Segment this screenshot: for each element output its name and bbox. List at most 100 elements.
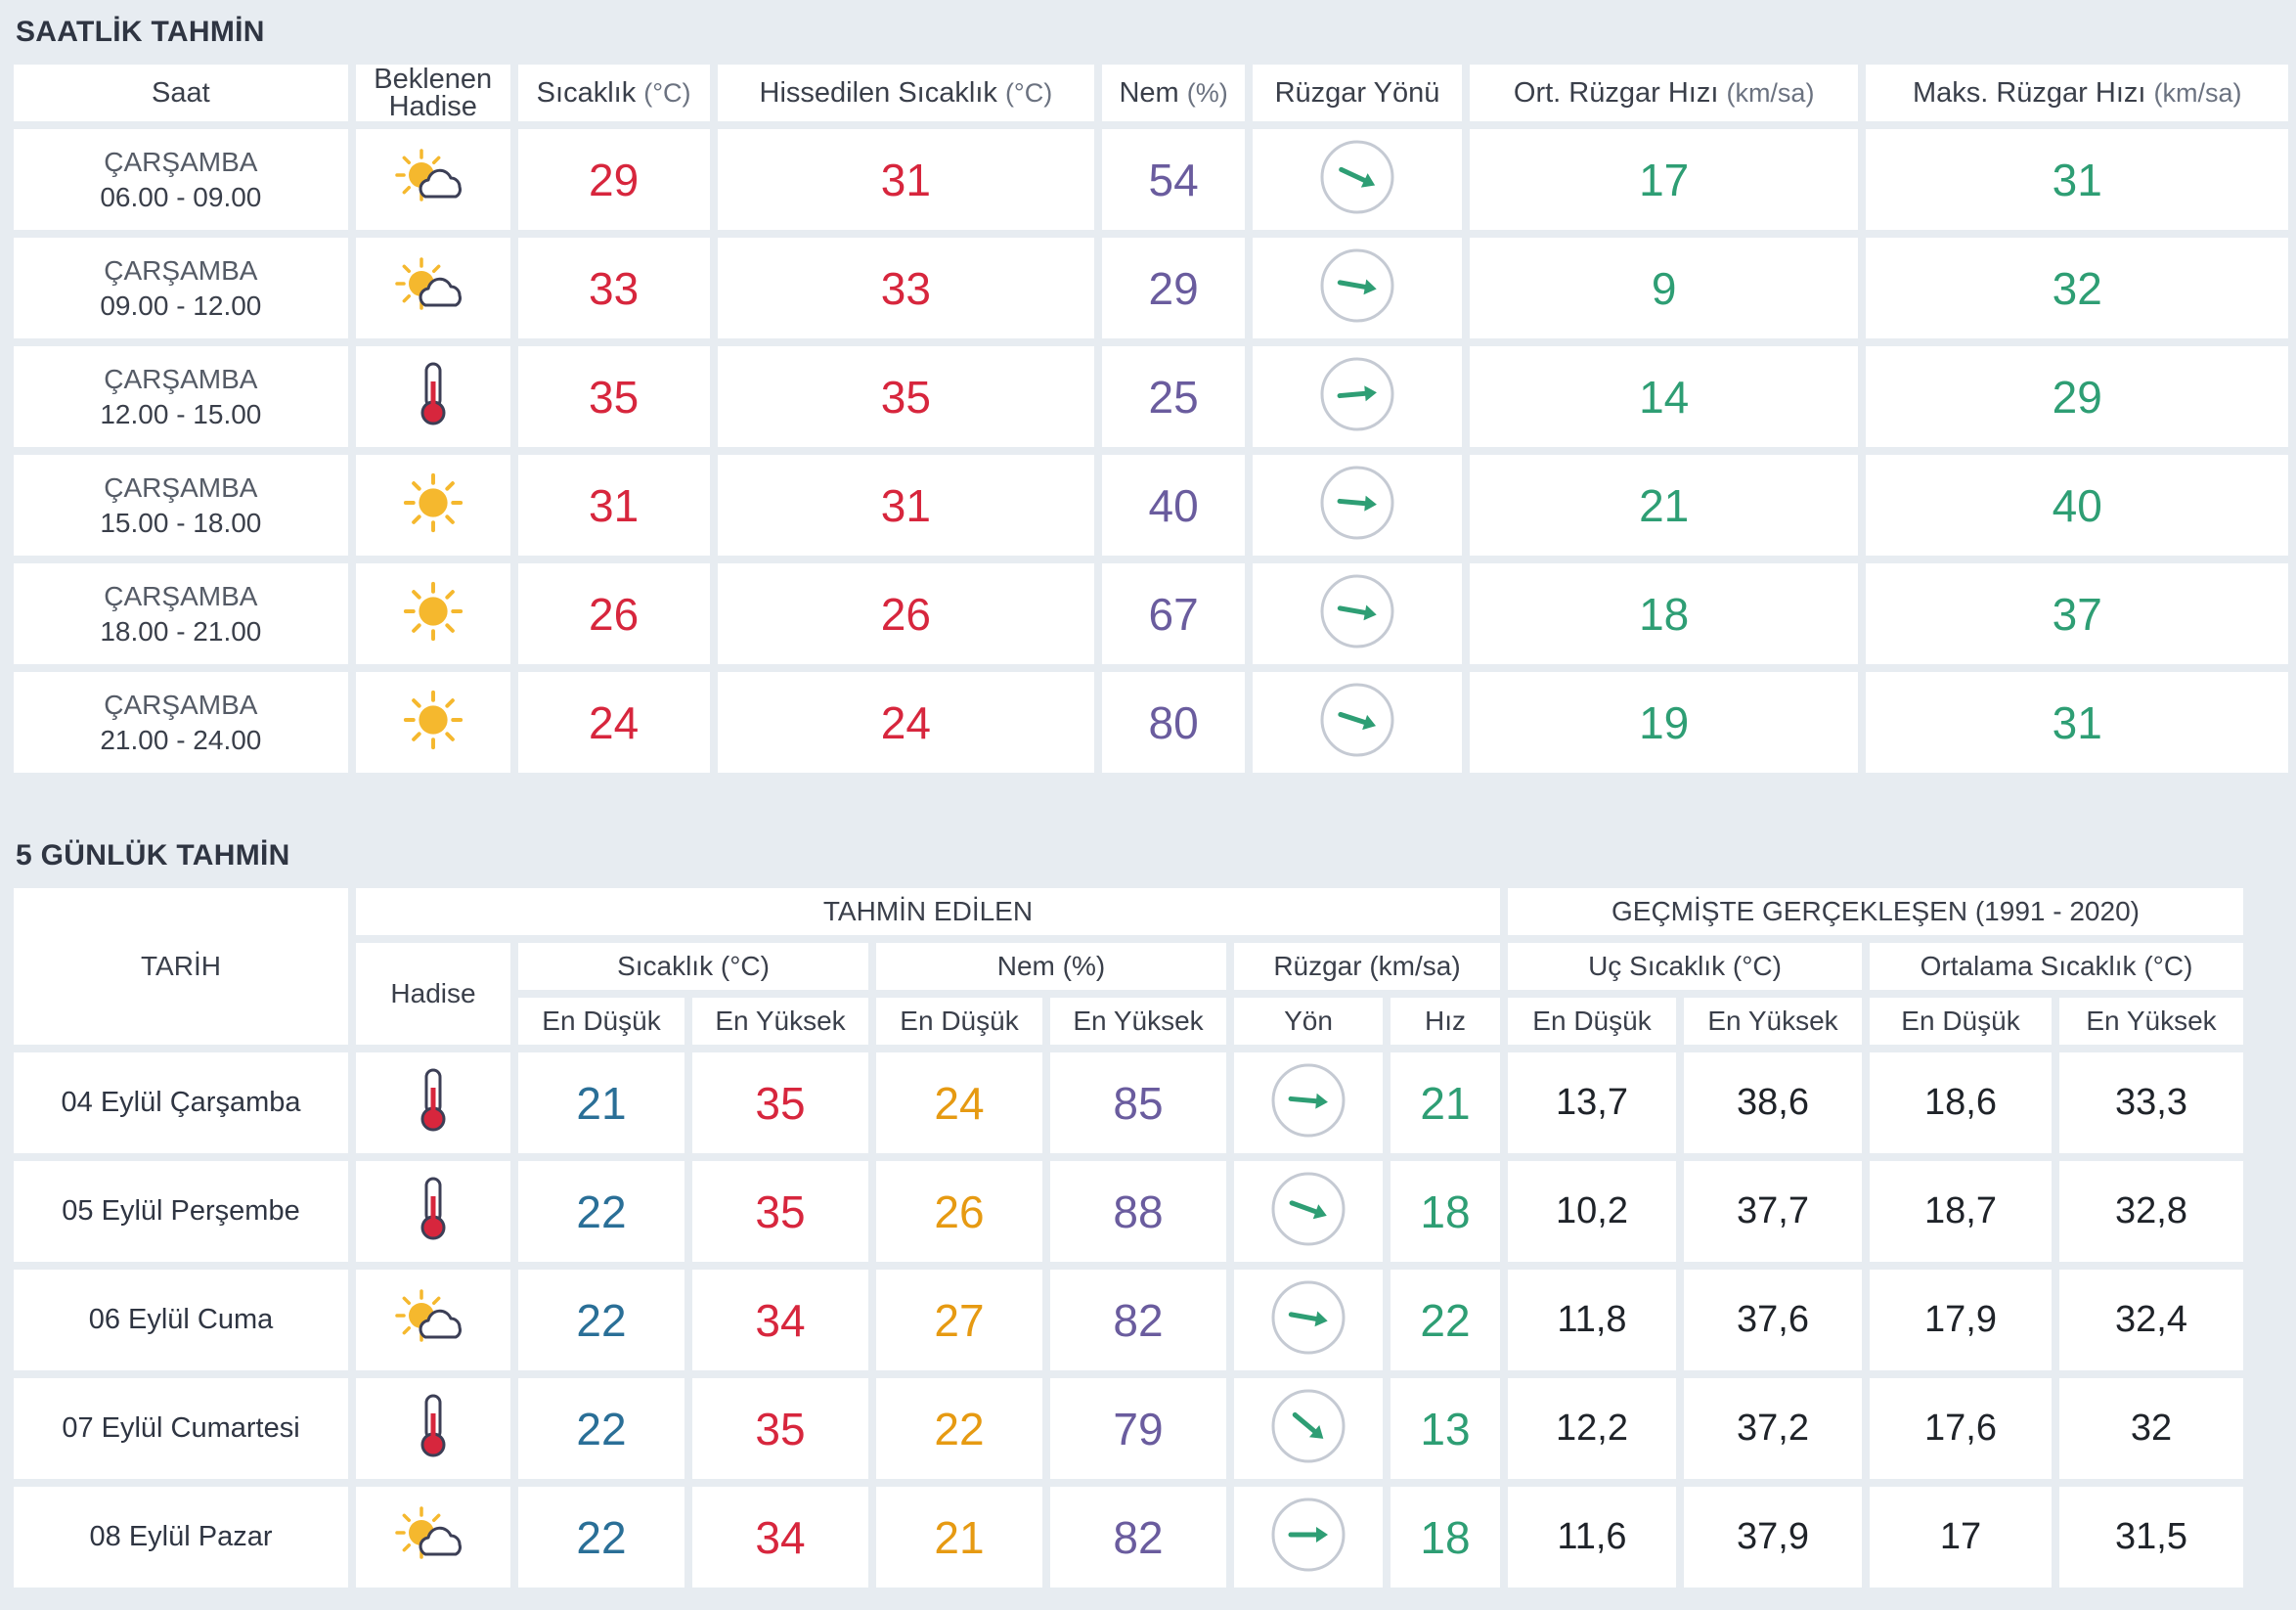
header-avg-wind-label: Ort. Rüzgar Hızı bbox=[1513, 77, 1719, 109]
wind-direction-icon bbox=[1269, 1172, 1347, 1252]
header-humidity-unit: (%) bbox=[1186, 78, 1228, 108]
extreme-max-value: 38,6 bbox=[1684, 1052, 1862, 1153]
partly-cloudy-icon bbox=[394, 149, 472, 212]
daily-row: 07 Eylül Cumartesi 22 35 22 79 13 12,2 37,2 17,6… bbox=[14, 1378, 2243, 1479]
wind-speed-value: 22 bbox=[1391, 1270, 1500, 1370]
humidity-value: 40 bbox=[1102, 455, 1246, 556]
period-range: 21.00 - 24.00 bbox=[100, 724, 262, 755]
feels-value: 31 bbox=[717, 129, 1095, 230]
wind-dir-cell bbox=[1234, 1052, 1383, 1153]
temp-value: 26 bbox=[517, 563, 710, 664]
header-event: Hadise bbox=[356, 943, 510, 1045]
avg-wind-value: 19 bbox=[1469, 672, 1859, 773]
period-cell: ÇARŞAMBA 18.00 - 21.00 bbox=[14, 563, 348, 664]
feels-value: 26 bbox=[717, 563, 1095, 664]
header-average: Ortalama Sıcaklık (°C) bbox=[1870, 943, 2243, 990]
average-min-value: 18,7 bbox=[1870, 1161, 2052, 1262]
temp-min-value: 22 bbox=[518, 1487, 684, 1588]
temp-max-value: 34 bbox=[692, 1487, 868, 1588]
header-feels: Hissedilen Sıcaklık (°C) bbox=[717, 65, 1095, 121]
header-humidity-label: Nem bbox=[1119, 77, 1179, 109]
feels-value: 35 bbox=[717, 346, 1095, 447]
avg-wind-value: 14 bbox=[1469, 346, 1859, 447]
hourly-row: ÇARŞAMBA 06.00 - 09.00 29 31 54 17 31 bbox=[14, 129, 2288, 230]
feels-value: 31 bbox=[717, 455, 1095, 556]
average-min-value: 17,6 bbox=[1870, 1378, 2052, 1479]
header-average-max: En Yüksek bbox=[2059, 998, 2243, 1045]
humidity-max-value: 82 bbox=[1050, 1270, 1226, 1370]
thermometer-icon bbox=[414, 362, 453, 432]
wind-direction-icon bbox=[1269, 1498, 1347, 1578]
date-value: 06 Eylül Cuma bbox=[14, 1270, 348, 1370]
header-time: Saat bbox=[14, 65, 348, 121]
header-wind-dir: Yön bbox=[1234, 998, 1383, 1045]
humidity-min-value: 27 bbox=[876, 1270, 1042, 1370]
header-feels-label: Hissedilen Sıcaklık bbox=[759, 77, 997, 109]
wind-direction-icon bbox=[1318, 683, 1396, 763]
wind-speed-value: 18 bbox=[1391, 1487, 1500, 1588]
daily-row: 08 Eylül Pazar 22 34 21 82 18 11,6 37,9 17 31,5 bbox=[14, 1487, 2243, 1588]
temp-value: 24 bbox=[517, 672, 710, 773]
humidity-min-value: 24 bbox=[876, 1052, 1042, 1153]
header-max-wind-label: Maks. Rüzgar Hızı bbox=[1912, 77, 2146, 109]
header-wind-speed: Hız bbox=[1391, 998, 1500, 1045]
temp-value: 35 bbox=[517, 346, 710, 447]
event-cell bbox=[356, 1270, 510, 1370]
partly-cloudy-icon bbox=[394, 1289, 472, 1353]
extreme-min-value: 12,2 bbox=[1508, 1378, 1676, 1479]
partly-cloudy-icon bbox=[394, 1506, 472, 1570]
wind-dir-cell bbox=[1253, 563, 1462, 664]
hourly-section-title: SAATLİK TAHMİN bbox=[16, 16, 265, 48]
wind-dir-cell bbox=[1234, 1161, 1383, 1262]
humidity-max-value: 85 bbox=[1050, 1052, 1226, 1153]
average-min-value: 17,9 bbox=[1870, 1270, 2052, 1370]
temp-min-value: 22 bbox=[518, 1378, 684, 1479]
wind-direction-icon bbox=[1318, 140, 1396, 220]
max-wind-value: 29 bbox=[1866, 346, 2288, 447]
header-humidity-min: En Düşük bbox=[876, 998, 1042, 1045]
wind-direction-icon bbox=[1318, 574, 1396, 654]
daily-forecast-table: TARİH TAHMİN EDİLEN GEÇMİŞTE GERÇEKLEŞEN… bbox=[6, 880, 2251, 1595]
header-temp: Sıcaklık (°C) bbox=[518, 943, 868, 990]
humidity-max-value: 82 bbox=[1050, 1487, 1226, 1588]
event-cell bbox=[355, 129, 510, 230]
humidity-value: 67 bbox=[1102, 563, 1246, 664]
wind-dir-cell bbox=[1253, 238, 1462, 338]
sun-icon bbox=[398, 472, 468, 542]
period-cell: ÇARŞAMBA 06.00 - 09.00 bbox=[14, 129, 348, 230]
average-min-value: 18,6 bbox=[1870, 1052, 2052, 1153]
date-value: 04 Eylül Çarşamba bbox=[14, 1052, 348, 1153]
temp-max-value: 35 bbox=[692, 1052, 868, 1153]
wind-direction-icon bbox=[1269, 1389, 1347, 1469]
period-day: ÇARŞAMBA bbox=[104, 580, 258, 611]
temp-min-value: 22 bbox=[518, 1270, 684, 1370]
max-wind-value: 31 bbox=[1866, 129, 2288, 230]
header-event: Beklenen Hadise bbox=[355, 65, 510, 121]
date-value: 07 Eylül Cumartesi bbox=[14, 1378, 348, 1479]
average-max-value: 32,4 bbox=[2059, 1270, 2243, 1370]
average-max-value: 31,5 bbox=[2059, 1487, 2243, 1588]
temp-min-value: 21 bbox=[518, 1052, 684, 1153]
avg-wind-value: 17 bbox=[1469, 129, 1859, 230]
extreme-max-value: 37,6 bbox=[1684, 1270, 1862, 1370]
humidity-min-value: 26 bbox=[876, 1161, 1042, 1262]
temp-value: 33 bbox=[517, 238, 710, 338]
period-range: 15.00 - 18.00 bbox=[100, 507, 262, 538]
sun-icon bbox=[398, 581, 468, 650]
header-date: TARİH bbox=[14, 888, 348, 1045]
avg-wind-value: 18 bbox=[1469, 563, 1859, 664]
temp-value: 31 bbox=[517, 455, 710, 556]
date-value: 08 Eylül Pazar bbox=[14, 1487, 348, 1588]
humidity-max-value: 79 bbox=[1050, 1378, 1226, 1479]
wind-dir-cell bbox=[1234, 1378, 1383, 1479]
period-day: ÇARŞAMBA bbox=[104, 254, 258, 286]
event-cell bbox=[355, 563, 510, 664]
extreme-min-value: 13,7 bbox=[1508, 1052, 1676, 1153]
date-value: 05 Eylül Perşembe bbox=[14, 1161, 348, 1262]
temp-min-value: 22 bbox=[518, 1161, 684, 1262]
wind-direction-icon bbox=[1269, 1063, 1347, 1143]
humidity-min-value: 22 bbox=[876, 1378, 1042, 1479]
header-humidity: Nem (%) bbox=[876, 943, 1226, 990]
wind-speed-value: 21 bbox=[1391, 1052, 1500, 1153]
wind-direction-icon bbox=[1269, 1280, 1347, 1361]
